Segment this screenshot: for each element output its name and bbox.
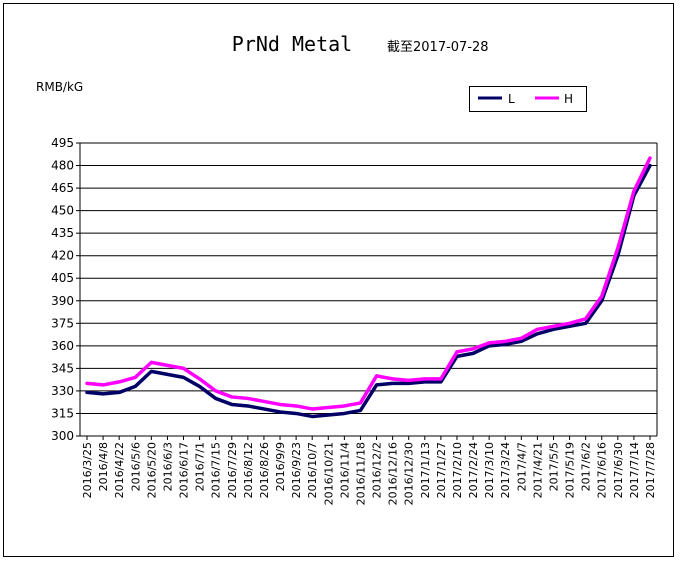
y-tick-label: 435 <box>51 226 74 240</box>
y-tick-label: 390 <box>51 294 74 308</box>
x-tick-label: 2016/7/15 <box>210 442 223 498</box>
y-tick-label: 360 <box>51 339 74 353</box>
x-tick-label: 2017/4/7 <box>515 442 528 491</box>
x-tick-label: 2017/5/19 <box>564 442 577 498</box>
y-axis-ticks: 300 315 330 345 360 375 390 405 420 435 450 465 480 4… <box>51 136 80 443</box>
x-tick-label: 2016/12/2 <box>371 442 384 498</box>
x-tick-label: 2017/1/27 <box>435 442 448 498</box>
x-tick-label: 2016/12/16 <box>387 442 400 505</box>
x-tick-label: 2016/10/21 <box>322 442 335 505</box>
x-tick-label: 2017/7/14 <box>628 442 641 498</box>
x-tick-label: 2017/6/2 <box>580 442 593 491</box>
legend-label-h: H <box>564 92 573 106</box>
y-tick-label: 420 <box>51 249 74 263</box>
y-tick-label: 375 <box>51 316 74 330</box>
y-tick-label: 405 <box>51 271 74 285</box>
x-tick-label: 2016/6/3 <box>161 442 174 491</box>
x-tick-label: 2017/5/5 <box>547 442 560 491</box>
x-tick-label: 2017/3/10 <box>483 442 496 498</box>
series-line-h <box>85 156 652 411</box>
x-tick-label: 2016/8/26 <box>258 442 271 498</box>
x-tick-label: 2016/11/4 <box>338 442 351 498</box>
x-tick-label: 2016/6/17 <box>178 442 191 498</box>
x-tick-label: 2017/3/24 <box>499 442 512 498</box>
series-lines <box>85 156 652 419</box>
chart-title: PrNd Metal <box>232 32 352 56</box>
x-tick-label: 2016/12/30 <box>403 442 416 505</box>
x-tick-label: 2016/5/20 <box>145 442 158 498</box>
legend-label-l: L <box>508 92 515 106</box>
x-tick-label: 2017/6/16 <box>596 442 609 498</box>
axes <box>79 143 658 437</box>
x-tick-label: 2017/2/10 <box>451 442 464 498</box>
y-tick-label: 300 <box>51 429 74 443</box>
x-tick-label: 2016/7/29 <box>226 442 239 498</box>
y-tick-label: 480 <box>51 159 74 173</box>
x-tick-label: 2016/8/12 <box>242 442 255 498</box>
y-tick-label: 330 <box>51 384 74 398</box>
x-tick-label: 2016/9/9 <box>274 442 287 491</box>
y-tick-label: 495 <box>51 136 74 150</box>
x-tick-label: 2017/1/13 <box>419 442 432 498</box>
chart-subtitle: 截至2017-07-28 <box>387 40 489 55</box>
x-tick-label: 2017/4/21 <box>531 442 544 498</box>
x-tick-label: 2017/7/28 <box>644 442 657 498</box>
x-tick-label: 2016/11/18 <box>354 442 367 505</box>
x-tick-label: 2016/7/1 <box>194 442 207 491</box>
x-tick-label: 2017/6/30 <box>612 442 625 498</box>
y-tick-label: 345 <box>51 361 74 375</box>
x-tick-label: 2016/5/6 <box>129 442 142 491</box>
x-tick-label: 2016/4/22 <box>113 442 126 498</box>
x-tick-label: 2016/9/23 <box>290 442 303 498</box>
x-tick-label: 2017/2/24 <box>467 442 480 498</box>
x-tick-label: 2016/3/25 <box>81 442 94 498</box>
x-tick-label: 2016/4/8 <box>97 442 110 491</box>
y-tick-label: 465 <box>51 181 74 195</box>
y-tick-label: 450 <box>51 204 74 218</box>
legend: L H <box>469 86 587 112</box>
y-tick-label: 315 <box>51 406 74 420</box>
x-tick-label: 2016/10/7 <box>306 442 319 498</box>
x-axis-ticks: 2016/3/25 2016/4/8 2016/4/22 2016/5/6 2016/5… <box>81 436 657 505</box>
series-line-l <box>85 163 652 419</box>
y-axis-label: RMB/kG <box>36 80 83 94</box>
